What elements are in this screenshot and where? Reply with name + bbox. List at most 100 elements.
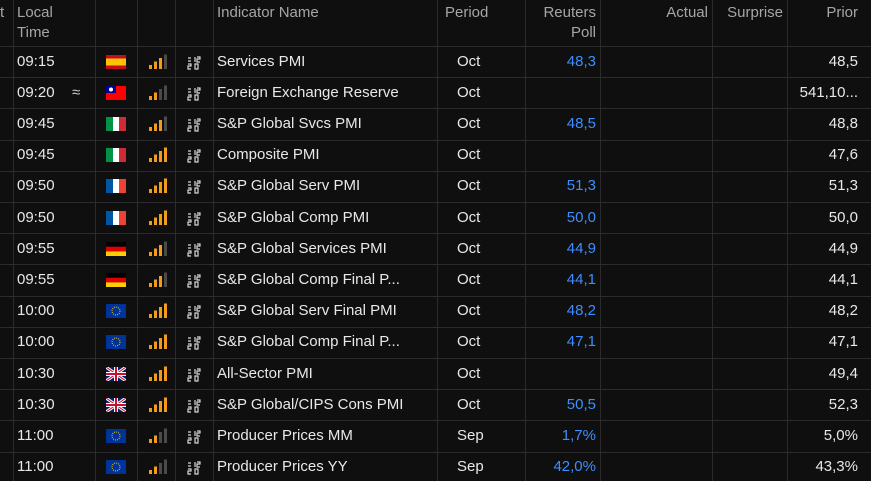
- indicator-name: S&P Global/CIPS Cons PMI: [217, 395, 404, 413]
- column-divider: [175, 0, 176, 481]
- time: 09:50: [17, 208, 55, 226]
- header-time[interactable]: Local: [17, 4, 53, 21]
- column-divider: [787, 0, 788, 481]
- indicator-name: Producer Prices YY: [217, 458, 348, 476]
- history-icon: [187, 336, 201, 350]
- importance-bars: [149, 334, 167, 350]
- row-divider: [0, 140, 871, 141]
- row-divider: [0, 233, 871, 234]
- flag: [106, 304, 126, 319]
- prior: 48,2: [828, 302, 858, 320]
- reuters-poll: 51,3: [566, 177, 596, 195]
- flag: [106, 273, 126, 287]
- importance-bars: [149, 366, 167, 381]
- history-icon: [187, 367, 201, 382]
- history-icon: [187, 55, 201, 70]
- prior: 48,8: [828, 115, 858, 132]
- flag: [106, 241, 126, 256]
- header-poll[interactable]: Poll: [570, 24, 596, 41]
- row-divider: [0, 389, 871, 390]
- column-divider: [95, 0, 96, 481]
- time: 10:30: [17, 395, 55, 413]
- column-divider: [712, 0, 713, 481]
- row-divider: [0, 77, 871, 78]
- time: 11:00: [17, 458, 54, 476]
- indicator-name: Composite PMI: [217, 146, 320, 164]
- time: 09:50: [17, 177, 55, 195]
- prior: 48,5: [828, 52, 858, 70]
- reuters-poll: 1,7%: [561, 427, 596, 444]
- time: 11:00: [17, 427, 54, 444]
- period: Oct: [457, 146, 481, 164]
- period: Oct: [457, 302, 481, 320]
- time: 09:55: [17, 271, 55, 288]
- header-period[interactable]: Period: [445, 4, 489, 21]
- marker: ≈: [72, 83, 81, 101]
- flag: [106, 54, 126, 69]
- flag: [106, 366, 126, 381]
- row-divider: [0, 108, 871, 109]
- importance-bars: [149, 85, 167, 100]
- header-poll[interactable]: Reuters: [543, 4, 596, 21]
- indicator-name: All-Sector PMI: [217, 364, 313, 382]
- prior: 43,3%: [815, 458, 858, 476]
- prior: 44,1: [828, 271, 858, 288]
- history-icon: [187, 399, 201, 413]
- indicator-name: S&P Global Comp Final P...: [217, 271, 400, 288]
- history-icon: [187, 211, 201, 226]
- reuters-poll: 50,0: [566, 208, 596, 226]
- importance-bars: [149, 54, 167, 69]
- row-divider: [0, 327, 871, 328]
- reuters-poll: 42,0%: [553, 458, 596, 476]
- period: Oct: [457, 364, 481, 382]
- reuters-poll: 48,2: [566, 302, 596, 320]
- history-icon: [187, 461, 201, 475]
- reuters-poll: 44,1: [566, 271, 596, 288]
- time: 09:45: [17, 146, 55, 164]
- prior: 51,3: [828, 177, 858, 195]
- history-icon: [187, 243, 201, 257]
- row-divider: [0, 452, 871, 453]
- importance-bars: [149, 116, 167, 131]
- indicator-name: S&P Global Serv PMI: [217, 177, 361, 195]
- period: Oct: [457, 271, 481, 288]
- header-time[interactable]: Time: [17, 24, 50, 41]
- reuters-poll: 44,9: [566, 239, 596, 257]
- importance-bars: [149, 210, 167, 225]
- column-divider: [13, 0, 14, 481]
- prior: 47,6: [828, 146, 858, 164]
- header-prior[interactable]: Prior: [826, 4, 858, 21]
- period: Oct: [457, 208, 481, 226]
- period: Oct: [457, 333, 481, 351]
- time: 10:30: [17, 364, 55, 382]
- column-divider: [600, 0, 601, 481]
- flag: [106, 179, 126, 194]
- indicator-name: Foreign Exchange Reserve: [217, 83, 399, 101]
- importance-bars: [149, 303, 167, 319]
- column-divider: [213, 0, 214, 481]
- importance-bars: [149, 178, 167, 194]
- row-divider: [0, 171, 871, 172]
- period: Oct: [457, 395, 481, 413]
- header-name[interactable]: Indicator Name: [217, 4, 319, 21]
- indicator-name: S&P Global Comp PMI: [217, 208, 370, 226]
- time: 09:45: [17, 115, 55, 132]
- prior: 50,0: [828, 208, 858, 226]
- period: Oct: [457, 83, 481, 101]
- history-icon: [187, 430, 201, 444]
- header-surprise[interactable]: Surprise: [727, 4, 783, 21]
- indicator-name: S&P Global Svcs PMI: [217, 115, 362, 132]
- period: Sep: [457, 458, 484, 476]
- prior: 44,9: [828, 239, 858, 257]
- prior: 5,0%: [823, 427, 858, 444]
- indicator-name: Services PMI: [217, 52, 306, 70]
- column-divider: [437, 0, 438, 481]
- indicator-name: Producer Prices MM: [217, 427, 353, 444]
- header-actual[interactable]: Actual: [666, 4, 708, 21]
- history-icon: [187, 149, 201, 163]
- importance-bars: [149, 272, 167, 287]
- history-icon: [187, 87, 201, 101]
- flag: [106, 335, 126, 350]
- history-icon: [187, 305, 201, 319]
